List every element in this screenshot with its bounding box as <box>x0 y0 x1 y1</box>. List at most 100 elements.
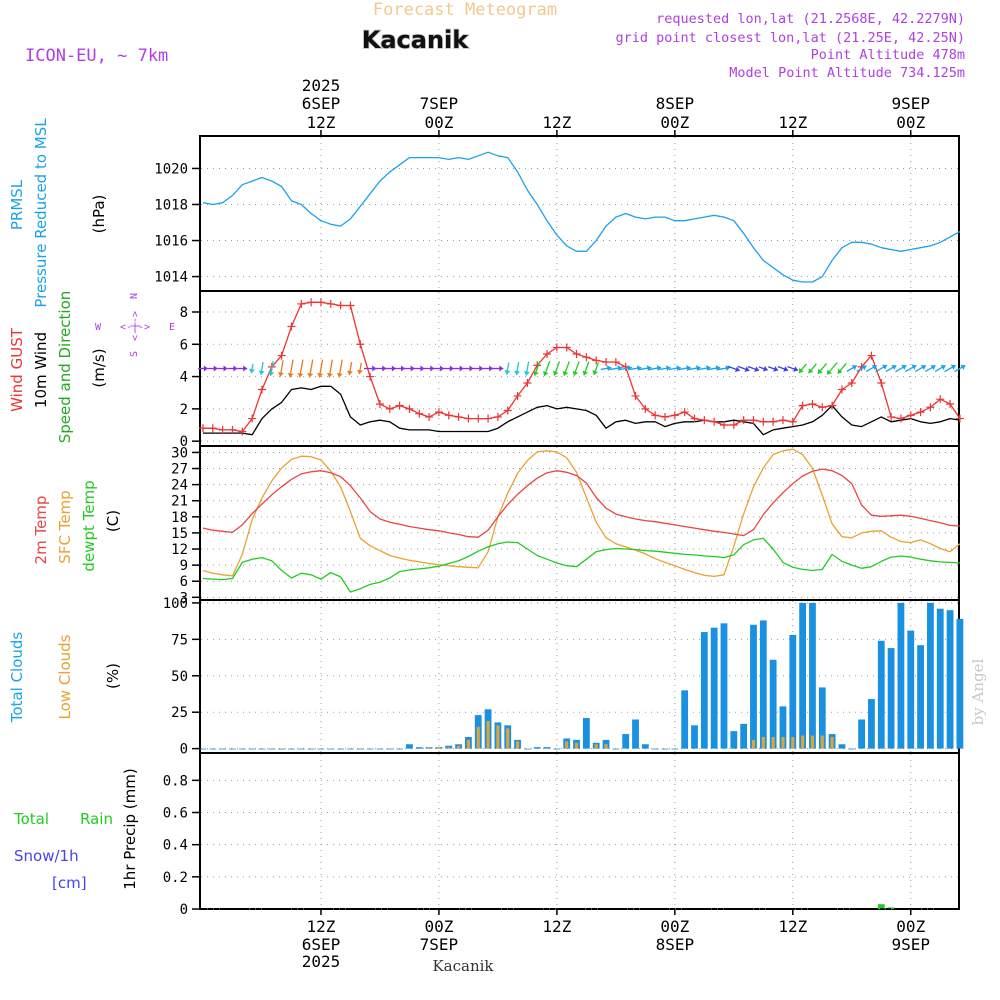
gust-point <box>415 409 424 418</box>
gust-point <box>513 391 522 400</box>
pressure-unit: (hPa) <box>90 195 108 234</box>
wind-arrow-head <box>646 365 652 372</box>
wind-arrow <box>443 365 454 372</box>
total-clouds-bar <box>956 618 964 749</box>
total-clouds-bar <box>799 602 807 749</box>
gust-point <box>837 385 846 394</box>
wind-arrow-head <box>837 368 843 374</box>
wind-arrow-head <box>676 365 681 372</box>
gust-point <box>729 421 738 430</box>
wind-arrow <box>592 361 600 376</box>
gust-point <box>316 298 325 307</box>
wind-arrow <box>582 361 590 376</box>
total-clouds-bar <box>248 748 256 750</box>
total-clouds-bar <box>268 748 276 750</box>
y-tick-label: 1014 <box>154 270 188 286</box>
clouds-unit: (%) <box>104 663 122 689</box>
y-tick-label: 9 <box>180 558 188 574</box>
wind-arrow-head <box>882 364 888 370</box>
wind-arrow-head <box>817 368 823 374</box>
gust-point <box>257 385 266 394</box>
gust-point <box>602 358 611 367</box>
wind-arrow-head <box>940 364 946 371</box>
wind-arrow <box>504 362 511 375</box>
low-clouds-bar <box>447 747 451 749</box>
gust-point <box>218 425 227 434</box>
gust-point <box>651 411 660 420</box>
wind-arrow <box>629 365 642 372</box>
header-title: Forecast Meteogram <box>373 0 557 20</box>
gust-point <box>493 412 502 421</box>
total-clouds-bar <box>337 748 345 750</box>
wind-arrow-head <box>930 364 936 371</box>
total-clouds-bar <box>278 748 286 750</box>
low-clouds-bar <box>751 739 756 749</box>
y-tick-label: 1016 <box>154 234 188 250</box>
wind-arrow <box>483 365 494 372</box>
gust-point <box>798 401 807 410</box>
wind-arrow <box>198 365 208 372</box>
wind-arrow <box>777 366 789 372</box>
total-clouds-bar <box>258 748 266 750</box>
y-tick-label: 21 <box>171 494 188 510</box>
wind-arrow-head <box>410 365 415 372</box>
total-clouds-bar <box>927 602 934 749</box>
wind-arrow <box>357 362 363 375</box>
total-clouds-bar <box>946 610 954 749</box>
total-clouds-bar <box>347 748 354 750</box>
total-clouds-bar <box>691 725 698 749</box>
wind-arrow <box>207 365 218 372</box>
temp-2m-line <box>202 468 960 538</box>
total-clouds-bar <box>858 719 866 749</box>
precip-bar <box>887 907 895 909</box>
top-date-label: 8SEP <box>656 94 695 113</box>
gust-point <box>543 349 552 358</box>
total-clouds-bar <box>838 744 846 749</box>
wind-arrow <box>463 365 474 372</box>
total-clouds-bar <box>730 731 738 749</box>
wind-panel <box>199 290 960 447</box>
low-clouds-label: Low Clouds <box>56 634 74 719</box>
total-clouds-bar <box>700 632 708 749</box>
temp2m-label: 2m Temp <box>32 496 50 565</box>
wind-arrow-head <box>277 372 284 377</box>
gust-point <box>562 343 571 352</box>
wind-arrow-head <box>326 372 333 378</box>
gust-point <box>906 411 915 420</box>
wind-arrow <box>639 365 652 372</box>
wind-arrow <box>433 365 444 372</box>
wind-arrow <box>287 359 294 378</box>
point-altitude: Point Altitude 478m <box>811 47 965 63</box>
wind-arrow <box>514 361 521 376</box>
wind-arrow-head <box>606 365 612 372</box>
compass-arrows-h: <-|-> <box>120 322 150 333</box>
gust-point <box>946 400 955 409</box>
wind-arrow-head <box>243 365 248 372</box>
pressure-panel <box>199 135 960 292</box>
wind-arrow <box>944 364 956 373</box>
wind-arrow <box>895 364 907 373</box>
gust-point <box>710 417 719 426</box>
y-tick-label: 0.6 <box>163 806 188 822</box>
precip-panel <box>199 752 960 910</box>
wind-arrow-head <box>911 364 917 370</box>
bottom-hour-label: 00Z <box>896 917 925 936</box>
wind-arrow-head <box>203 365 208 372</box>
gust-point <box>385 404 394 413</box>
gust-point <box>405 404 414 413</box>
wind-arrow <box>533 361 541 376</box>
wind-arrow-head <box>592 370 599 375</box>
total-clouds-bar <box>307 748 315 750</box>
total-clouds-bar <box>543 747 551 749</box>
gust-point <box>307 298 316 307</box>
wind-direction-label: Speed and Direction <box>56 291 74 444</box>
wind-arrow <box>336 359 343 378</box>
wind-arrow-head <box>617 365 622 372</box>
wind-arrow-head <box>479 365 484 372</box>
wind-arrow <box>934 364 946 373</box>
wind-arrow <box>856 365 867 372</box>
gust-point <box>395 401 404 410</box>
top-year-label: 2025 <box>302 76 341 95</box>
precip-unit: 1hr Precip (mm) <box>121 768 139 889</box>
wind-arrow-head <box>213 365 218 372</box>
